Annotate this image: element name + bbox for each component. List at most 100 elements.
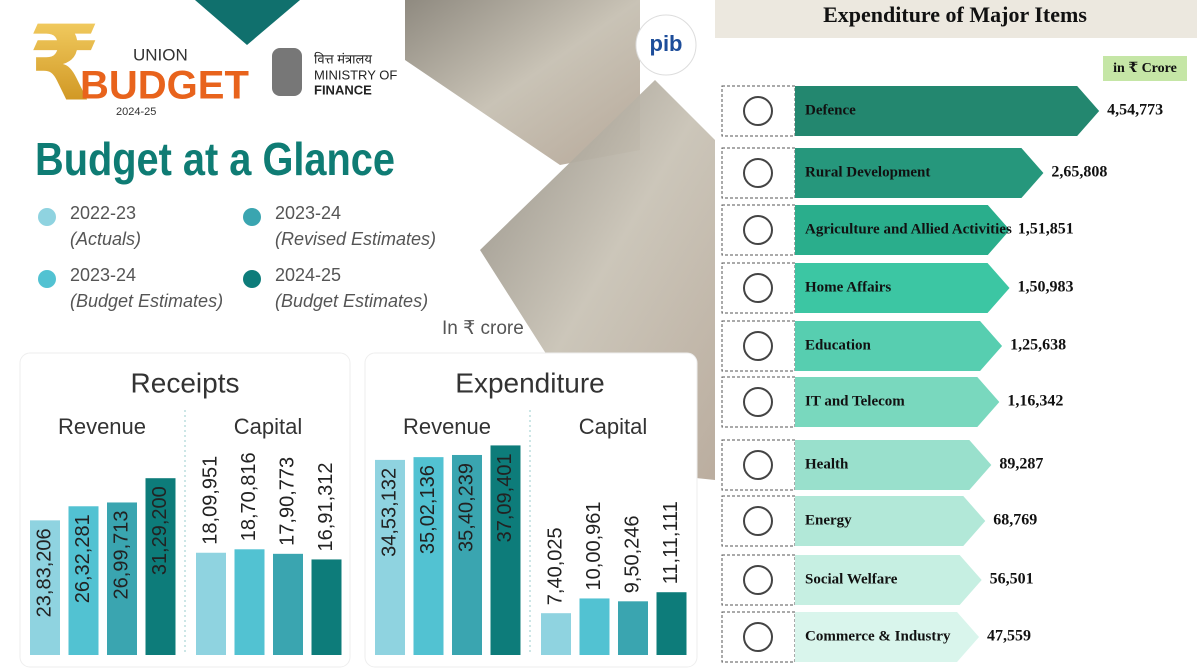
category-label: Education [805,337,872,353]
arrow-bar [795,555,982,605]
bar [541,613,571,655]
bar [413,457,444,655]
value-label: 26,32,281 [72,514,94,603]
icon [743,450,773,480]
icon [743,506,773,536]
emblem [272,48,302,96]
legend-name: 2023-24 [70,265,136,285]
value-label: 10,00,961 [583,501,605,590]
value-label: 37,09,401 [494,453,516,542]
group-label: Capital [234,414,302,439]
value-label: 34,53,132 [378,468,400,557]
legend-note: (Budget Estimates) [275,291,428,311]
bar [375,459,405,655]
unit-note: in ₹ Crore [1113,61,1177,76]
value-label: 56,501 [990,571,1034,588]
bar [579,598,610,655]
value-label: 23,83,206 [33,528,55,617]
value-label: 2,65,808 [1051,164,1107,181]
value-label: 16,91,312 [315,462,337,551]
legend-note: (Budget Estimates) [70,291,223,311]
value-label: 7,40,025 [544,527,566,605]
header-budget: BUDGET [80,64,249,108]
icon [743,622,773,652]
arrow-bar [795,496,986,546]
arrow-bar [795,148,1044,198]
category-label: Agriculture and Allied Activities [805,221,1012,237]
rupee-logo: ₹ [28,6,100,122]
arrow-bar [795,86,1100,136]
legend-swatch [243,208,261,226]
arrow-bar [795,263,1010,313]
bar [107,502,137,655]
value-label: 18,70,816 [238,452,260,541]
arrow-bar [795,440,992,490]
bar [196,552,226,655]
value-label: 31,29,200 [149,486,171,575]
arrow-bar [795,321,1003,371]
value-label: 1,50,983 [1018,279,1074,296]
bar [656,592,687,655]
value-label: 18,09,951 [199,456,221,545]
chart-title: Expenditure of Major Items [823,2,1087,27]
category-label: Energy [805,512,852,528]
category-label: IT and Telecom [805,393,905,409]
legend-swatch [38,208,56,226]
bar [311,559,342,655]
value-label: 1,51,851 [1018,221,1074,238]
icon [743,331,773,361]
group-label: Revenue [58,414,146,439]
ministry-line2: FINANCE [314,82,372,97]
note-box [1103,56,1187,81]
ministry-line1: MINISTRY OF [314,67,397,82]
value-label: 11,11,111 [660,501,682,584]
value-label: 35,02,136 [417,465,439,554]
unit-note: In ₹ crore [442,318,524,339]
bar [234,549,265,655]
value-label: 1,25,638 [1010,337,1066,354]
value-label: 17,90,773 [276,457,298,546]
legend-name: 2024-25 [275,265,341,285]
group-label: Capital [579,414,647,439]
category-label: Rural Development [805,164,930,180]
pib-text: pib [650,31,683,56]
value-label: 26,99,713 [110,510,132,599]
category-label: Defence [805,102,856,118]
icon [743,96,773,126]
bar [618,601,648,655]
arrow-bar [795,612,980,662]
category-label: Commerce & Industry [805,628,951,644]
group-label: Revenue [403,414,491,439]
icon [743,215,773,245]
value-label: 1,16,342 [1007,393,1063,410]
value-label: 68,769 [993,512,1037,529]
pib-logo [635,14,697,76]
value-label: 47,559 [987,628,1031,645]
value-label: 35,40,239 [455,463,477,552]
arrow-bar [795,377,1000,427]
category-label: Social Welfare [805,571,898,587]
header-year: 2024-25 [116,106,156,118]
chart-title: Expenditure [455,367,604,398]
category-label: Home Affairs [805,279,891,295]
icon [743,273,773,303]
bar [452,454,482,655]
header-union: UNION [133,45,188,64]
icon [743,158,773,188]
bar [30,520,60,655]
card [364,352,698,668]
bar [273,553,303,655]
icon [743,565,773,595]
bar [145,478,176,655]
legend-note: (Actuals) [70,229,141,249]
currency-photo [405,0,640,165]
page-title: Budget at a Glance [35,133,395,185]
value-label: 4,54,773 [1107,102,1163,119]
arrow-bar [795,205,1010,255]
legend-swatch [243,270,261,288]
decor-triangle [195,0,300,45]
legend-note: (Revised Estimates) [275,229,436,249]
bar [68,506,99,655]
value-label: 9,50,246 [621,515,643,593]
value-label: 89,287 [999,456,1043,473]
